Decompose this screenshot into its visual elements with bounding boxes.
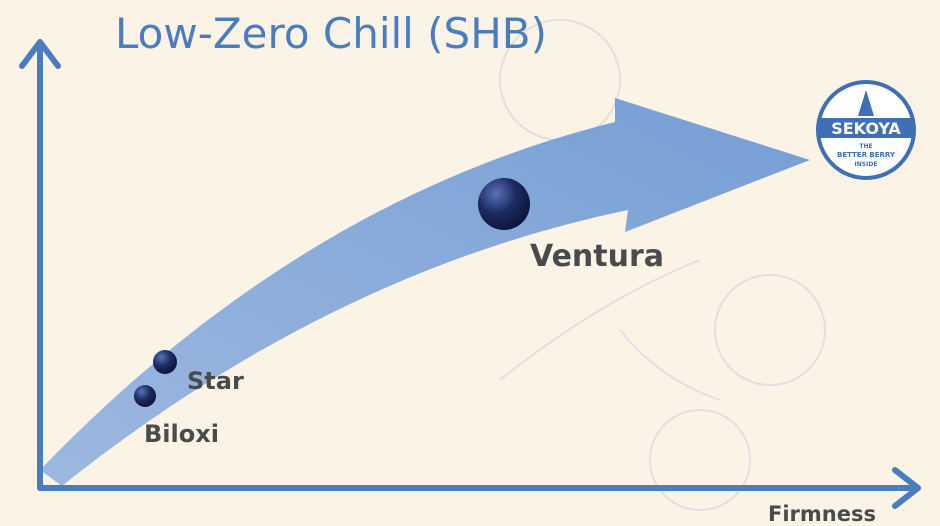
berry: [153, 350, 177, 374]
diagram: Low-Zero Chill (SHB) Firmness Star Bilox…: [0, 0, 940, 526]
berry: [478, 178, 530, 230]
logo-name: SEKOYA: [831, 119, 901, 138]
logo: SEKOYA THE BETTER BERRY INSIDE: [818, 82, 914, 178]
variety-label: Biloxi: [144, 420, 219, 448]
variety-label: Ventura: [530, 239, 664, 274]
title: Low-Zero Chill (SHB): [115, 9, 547, 58]
variety-label: Star: [187, 367, 244, 395]
logo-tagline: BETTER BERRY: [837, 151, 896, 159]
logo-tagline: INSIDE: [855, 161, 878, 168]
logo-tagline: THE: [859, 143, 872, 150]
x-axis-label: Firmness: [768, 502, 876, 526]
background: [0, 0, 940, 526]
berry: [134, 385, 156, 407]
